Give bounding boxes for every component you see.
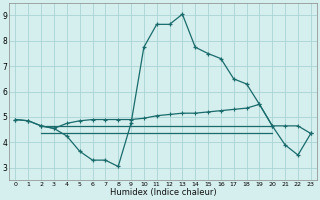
X-axis label: Humidex (Indice chaleur): Humidex (Indice chaleur): [110, 188, 216, 197]
